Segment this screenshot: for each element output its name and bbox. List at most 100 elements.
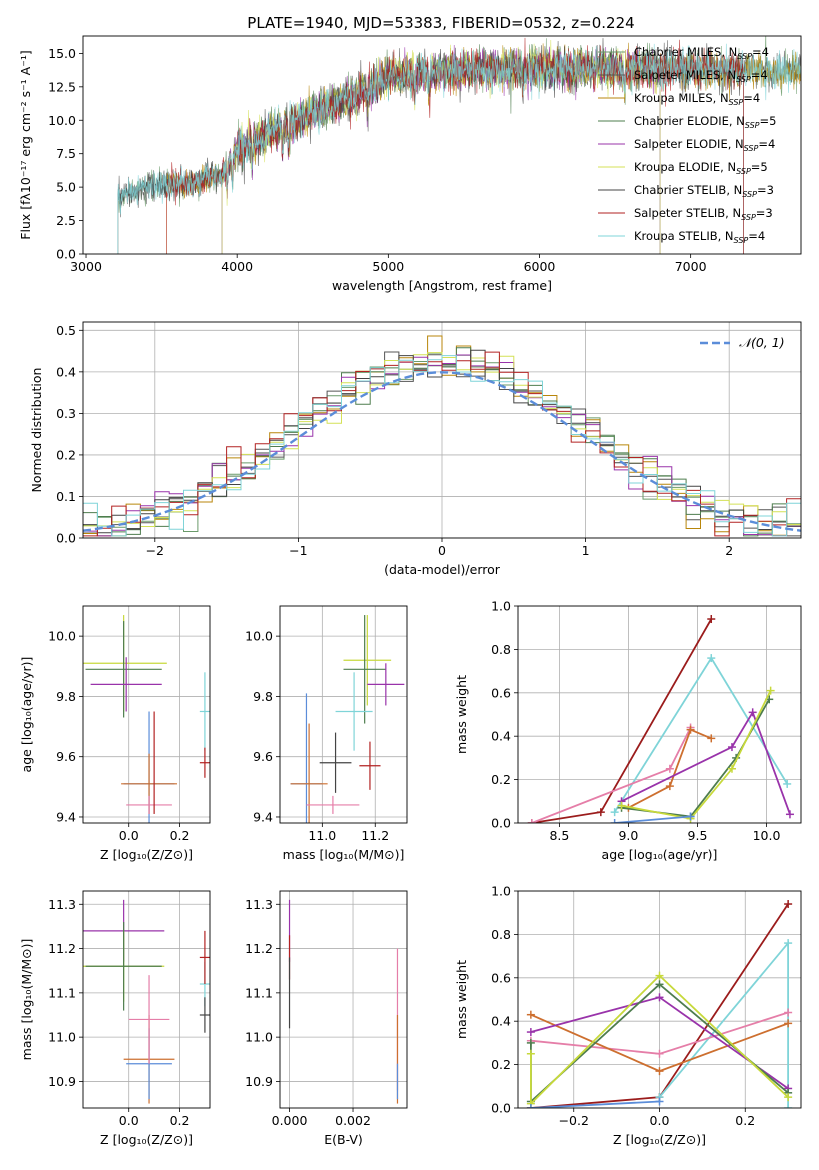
plot-area-residuals [83,322,801,538]
spectrum-series-line [117,43,801,254]
plot-layer: 3000 4000 5000 6000 70000.02.55.07.510.012.5… [18,35,802,1147]
y-tick-label: 0.4 [491,1014,511,1029]
plot-area-spectrum [117,36,801,254]
y-tick-label: 0.0 [56,247,76,262]
y-tick-label: 1.0 [491,599,511,614]
y-tick-label: 2.5 [56,213,76,228]
y-tick-label: 15.0 [48,46,76,61]
legend-entry: Chabrier ELODIE, NSSP=5 [634,114,776,130]
data-point [199,672,210,751]
legend-entry: Kroupa MILES, NSSP=4 [634,91,760,107]
x-tick-label: −1 [289,543,307,558]
weight-series-line [627,728,712,809]
x-tick-label: 2 [725,543,733,558]
x-tick-label: 7000 [675,259,707,274]
legend: Chabrier MILES, NSSP=4 Salpeter MILES, NS… [598,45,776,245]
y-tick-label: 0.6 [491,970,511,985]
histogram-series [83,349,801,534]
weight-point-marker [655,980,664,989]
data-point [90,657,162,712]
y-tick-label: 0.8 [491,927,511,942]
y-tick-label: 7.5 [56,146,76,161]
axes-z-age: 0.0 0.2 9.4 9.6 9.8 10.0 Z [log₁₀(Z/Z⊙)] age [l… [19,605,211,862]
x-tick-label: 1 [582,543,590,558]
data-point [359,741,381,790]
y-tick-label: 11.3 [245,897,273,912]
x-tick-label: 0.0 [119,1113,139,1128]
y-tick-label: 0.0 [56,531,76,546]
data-point [343,615,386,724]
weight-point-marker [610,819,619,823]
weight-point-marker [707,734,716,743]
weight-point-marker [784,1093,793,1102]
y-tick-label: 9.6 [56,749,76,764]
x-tick-label: 0.2 [170,828,190,843]
x-tick-label: 10.0 [753,828,781,843]
x-tick-label: 9.0 [618,828,638,843]
data-point [128,975,170,1064]
data-point [126,795,172,814]
weight-point-marker [727,764,736,773]
x-tick-label: 0.2 [170,1113,190,1128]
x-axis-label: age [log₁₀(age/yr)] [602,847,718,862]
x-tick-label: 11.2 [361,828,389,843]
y-tick-label: 9.8 [253,689,273,704]
y-tick-label: 0.0 [491,1101,511,1116]
weight-point-marker [610,808,619,817]
weight-series-line [621,710,791,815]
axes-frame [82,605,211,824]
weight-point-marker [727,743,736,752]
legend-entry: Salpeter ELODIE, NSSP=4 [634,137,775,153]
x-tick-label: 0.000 [272,1113,308,1128]
data-point [335,672,373,751]
data-point [343,615,392,706]
data-point [306,795,360,814]
weight-point-marker [655,971,664,980]
x-axis-label: E(B-V) [324,1132,363,1147]
weight-series-line [530,1100,660,1108]
axes-frame [82,321,802,539]
weight-point-marker [785,810,794,819]
legend-entry: Kroupa ELODIE, NSSP=5 [634,160,768,176]
y-tick-label: 10.9 [245,1074,273,1089]
x-tick-label: 0.002 [335,1113,371,1128]
y-tick-label: 1.0 [491,884,511,899]
data-point [85,922,162,1011]
y-tick-label: 9.4 [56,809,76,824]
data-point [85,621,162,718]
weight-series-line [531,727,692,823]
x-tick-label: 11.0 [308,828,336,843]
data-point [199,997,210,1033]
y-tick-label: 11.2 [48,941,76,956]
weight-series-line [530,974,789,1106]
y-tick-label: 11.1 [48,985,76,1000]
x-tick-label: 0.0 [119,828,139,843]
y-tick-label: 0.8 [491,642,511,657]
x-tick-label: −0.2 [559,1113,589,1128]
x-axis-label: Z [log₁₀(Z/Z⊙)] [100,1132,193,1147]
legend-entry: Chabrier STELIB, NSSP=3 [634,183,774,199]
data-point [319,732,352,793]
plot-area-z-age [83,606,210,823]
plot-area-weight-z [518,891,801,1108]
y-tick-label: 9.8 [56,689,76,704]
plot-area-weight-age [518,606,801,823]
weight-point-marker [655,1067,664,1076]
weight-point-marker [784,1008,793,1017]
x-tick-label: 0 [438,543,446,558]
x-axis-label: wavelength [Angstrom, rest frame] [332,278,552,293]
y-tick-label: 0.2 [491,1057,511,1072]
weight-series-line [614,815,691,823]
y-tick-label: 0.0 [491,816,511,831]
weight-point-marker [526,1010,535,1019]
y-tick-label: 11.0 [245,1030,273,1045]
axes-z-mass: 0.0 0.2 10.9 11.0 11.1 11.2 11.3 Z [log₁₀(Z/Z⊙)… [19,890,211,1147]
histogram-series [83,355,801,537]
legend-entry: Chabrier MILES, NSSP=4 [634,45,769,61]
y-tick-label: 10.0 [245,629,273,644]
weight-point-marker [707,654,716,663]
y-axis-label: mass weight [454,960,469,1039]
y-tick-label: 9.4 [253,809,273,824]
y-tick-label: 0.2 [56,447,76,462]
